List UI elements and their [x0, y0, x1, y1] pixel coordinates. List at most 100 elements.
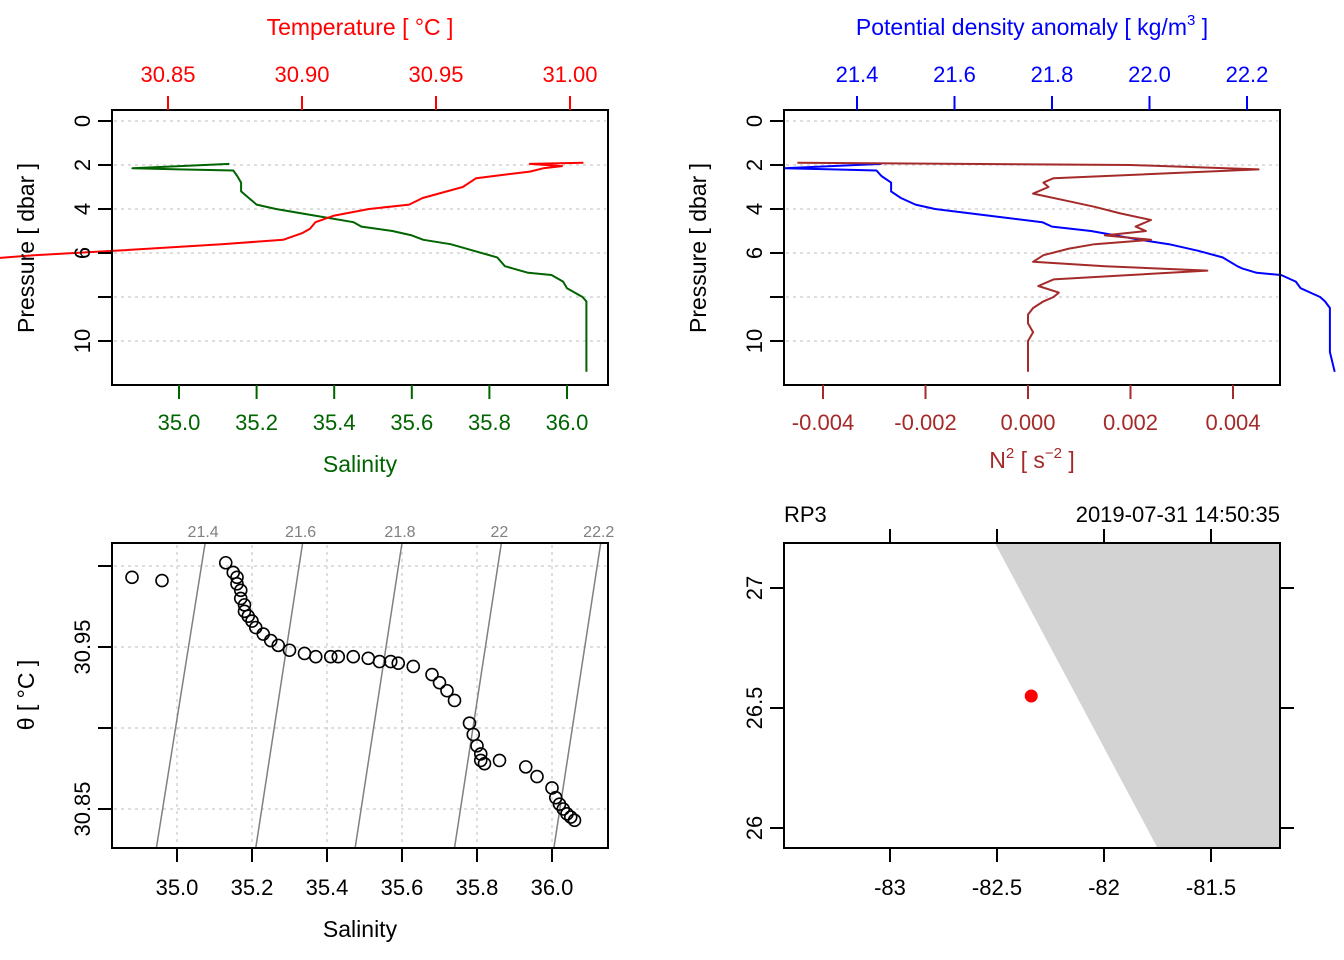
ts-point — [230, 577, 244, 591]
p2-plot-frame — [783, 109, 1281, 386]
p1-bottom-tick-label: 35.4 — [313, 410, 356, 435]
ts-point — [233, 583, 248, 598]
p3-gridlines — [114, 545, 606, 846]
p3-x-axis-title: Salinity — [323, 916, 398, 942]
p2-ytick-label: 2 — [742, 159, 767, 171]
p4-land-polygon — [994, 543, 1280, 848]
p4-x-axis: -83 -82.5 -82 -81.5 — [874, 529, 1236, 900]
isopycnal-label: 22.2 — [583, 524, 614, 541]
p2-bottom-tick-label: 0.004 — [1205, 410, 1260, 435]
p1-top-tick-label: 30.90 — [274, 62, 329, 87]
p2-top-tick-label: 22.0 — [1128, 62, 1171, 87]
p1-series — [0, 161, 588, 372]
ts-point — [155, 573, 169, 588]
ts-point — [218, 555, 233, 570]
ts-point — [518, 760, 533, 774]
p1-top-axis: 30.85 30.90 30.95 31.00 — [140, 62, 598, 110]
p3-x-tick-label: 35.4 — [306, 875, 349, 900]
p2-bottom-tick-label: -0.004 — [792, 410, 854, 435]
p1-bottom-tick-label: 35.6 — [390, 410, 433, 435]
p2-top-axis: 21.4 21.6 21.8 22.0 22.2 — [836, 62, 1268, 110]
p1-bottom-tick-label: 35.0 — [158, 410, 201, 435]
p3-y-axis: 30.95 30.85 — [70, 565, 112, 837]
ts-point — [447, 693, 462, 708]
ts-point — [233, 591, 248, 606]
p3-isopycnals: 21.4 21.6 21.8 22 22.2 — [155, 524, 614, 849]
isopycnal-line — [453, 542, 503, 849]
isopycnal-label: 22 — [490, 524, 508, 541]
ts-point — [297, 646, 312, 661]
ts-point — [282, 643, 297, 658]
ts-point — [473, 753, 488, 768]
p2-bot-title-sup1: 2 — [1006, 445, 1014, 462]
p3-x-axis: 35.0 35.2 35.4 35.6 35.8 36.0 — [156, 848, 574, 900]
p1-bottom-tick-label: 36.0 — [546, 410, 589, 435]
p2-left-axis-title: Pressure [ dbar ] — [685, 163, 711, 333]
ts-point — [271, 638, 286, 653]
p4-ytick-label: 27 — [742, 576, 767, 600]
ts-point — [263, 633, 278, 648]
p4-xtick-label: -81.5 — [1186, 875, 1236, 900]
p1-ytick-label: 0 — [70, 115, 95, 127]
p1-top-tick-label: 31.00 — [542, 62, 597, 87]
p2-top-title-sup: 3 — [1187, 12, 1195, 29]
p1-top-tick-label: 30.95 — [408, 62, 463, 87]
p2-ytick-label: 6 — [742, 247, 767, 259]
p2-series — [782, 161, 1336, 373]
isopycnal-line — [155, 542, 206, 849]
ts-point — [346, 649, 361, 664]
ts-point — [361, 651, 376, 666]
p4-y-axis: 27 26.5 26 — [742, 576, 1294, 840]
p4-plot-frame — [783, 542, 1281, 849]
ts-point — [323, 649, 338, 664]
p2-top-title-main: Potential density anomaly [ kg/m — [856, 14, 1187, 40]
panel-density-profile: 0 2 4 6 10 21.4 21.6 21.8 22.0 22.2 -0.004 -0.002… — [685, 12, 1336, 473]
isopycnal-label: 21.8 — [384, 524, 415, 541]
isopycnal-line — [255, 542, 304, 849]
ts-point — [391, 656, 406, 671]
panel-station-map: -83 -82.5 -82 -81.5 27 26.5 26 RP3 2019-07-31… — [742, 502, 1294, 900]
p2-top-axis-title: Potential density anomaly [ kg/m3 ] — [856, 12, 1208, 40]
ts-point — [548, 790, 563, 805]
p3-points — [125, 555, 582, 828]
p4-station-name: RP3 — [784, 502, 827, 527]
p4-datetime: 2019-07-31 14:50:35 — [1076, 502, 1280, 527]
p3-x-tick-label: 36.0 — [531, 875, 574, 900]
ts-point — [125, 570, 139, 585]
p2-bot-title-mid: [ s — [1014, 447, 1045, 473]
density-line — [782, 162, 1336, 373]
p1-y-axis: 0 2 4 6 10 — [70, 115, 112, 353]
isopycnal-label: 21.4 — [188, 524, 219, 541]
p2-y-axis: 0 2 4 6 10 — [742, 115, 784, 353]
p2-bot-title-main: N — [989, 447, 1006, 473]
p4-xtick-label: -82.5 — [972, 875, 1022, 900]
p2-ytick-label: 0 — [742, 115, 767, 127]
ts-point — [331, 649, 346, 664]
p1-bottom-tick-label: 35.2 — [235, 410, 278, 435]
p1-bottom-axis-title: Salinity — [323, 451, 398, 477]
p2-ytick-label: 10 — [742, 329, 767, 353]
p3-ytick-label: 30.95 — [70, 619, 95, 674]
temperature-line — [0, 161, 584, 259]
p1-top-tick-label: 30.85 — [140, 62, 195, 87]
p1-ytick-label: 2 — [70, 159, 95, 171]
p2-bot-title-end: ] — [1062, 447, 1075, 473]
ts-point — [406, 659, 421, 674]
isopycnal-line — [553, 542, 602, 849]
p4-ytick-label: 26 — [742, 816, 767, 840]
p3-y-axis-title: θ [ °C ] — [13, 660, 39, 731]
ts-point — [308, 649, 323, 664]
p2-ytick-label: 4 — [742, 203, 767, 215]
p3-x-tick-label: 35.2 — [231, 875, 274, 900]
p1-gridlines — [114, 120, 606, 342]
n2-line — [797, 161, 1260, 372]
ts-point — [230, 570, 244, 585]
p4-xtick-label: -82 — [1088, 875, 1120, 900]
ts-point — [440, 683, 454, 698]
ts-point — [563, 810, 578, 824]
p1-ytick-label: 6 — [70, 247, 95, 259]
p1-plot-frame — [111, 109, 609, 386]
p2-bottom-axis-title: N2 [ s−2 ] — [989, 445, 1075, 473]
isopycnal-line — [354, 542, 403, 849]
salinity-line — [131, 162, 588, 372]
